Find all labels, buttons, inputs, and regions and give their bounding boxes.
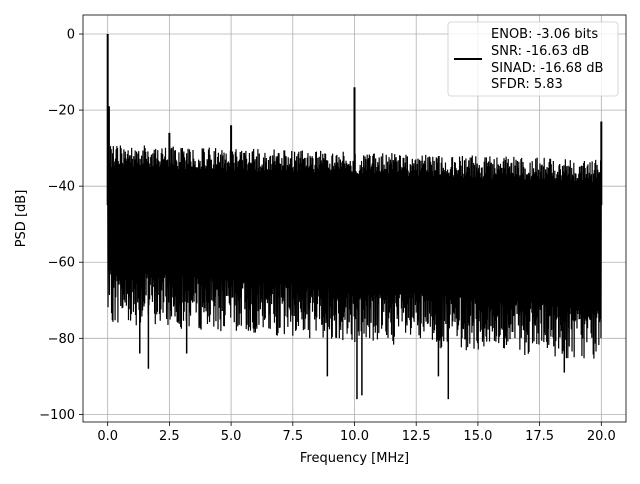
y-tick-label: −40 bbox=[48, 180, 75, 195]
y-tick-label: −60 bbox=[48, 256, 75, 271]
legend-entry-snr: SNR: -16.63 dB bbox=[491, 44, 589, 59]
x-tick-label: 10.0 bbox=[340, 429, 369, 444]
x-axis-ticks: 0.0 2.5 5.0 7.5 10.0 12.5 15.0 17.5 20.0 bbox=[97, 422, 616, 444]
legend: ENOB: -3.06 bits SNR: -16.63 dB SINAD: -… bbox=[447, 21, 619, 97]
x-tick-label: 17.5 bbox=[525, 429, 554, 444]
x-axis-label: Frequency [MHz] bbox=[300, 451, 409, 466]
x-tick-label: 20.0 bbox=[587, 429, 616, 444]
x-tick-label: 0.0 bbox=[97, 429, 118, 444]
x-tick-label: 5.0 bbox=[221, 429, 242, 444]
y-tick-label: −20 bbox=[48, 104, 75, 119]
legend-box bbox=[447, 21, 619, 97]
y-axis-ticks: 0 −20 −40 −60 −80 −100 bbox=[39, 28, 83, 423]
plot-area bbox=[106, 34, 603, 400]
x-tick-label: 7.5 bbox=[282, 429, 303, 444]
x-tick-label: 15.0 bbox=[463, 429, 492, 444]
y-tick-label: −80 bbox=[48, 332, 75, 347]
y-tick-label: 0 bbox=[67, 28, 75, 43]
legend-entry-sfdr: SFDR: 5.83 bbox=[491, 77, 563, 92]
x-tick-label: 2.5 bbox=[159, 429, 180, 444]
x-tick-label: 12.5 bbox=[402, 429, 431, 444]
legend-entry-sinad: SINAD: -16.68 dB bbox=[491, 61, 603, 76]
y-axis-label: PSD [dB] bbox=[14, 190, 29, 248]
y-tick-label: −100 bbox=[39, 408, 75, 423]
legend-entry-enob: ENOB: -3.06 bits bbox=[491, 27, 598, 42]
